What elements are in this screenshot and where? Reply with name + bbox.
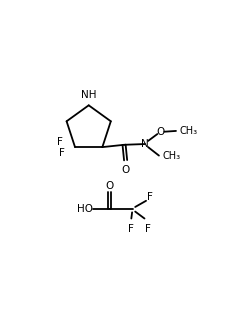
Text: O: O xyxy=(105,181,113,191)
Text: O: O xyxy=(121,165,129,175)
Text: NH: NH xyxy=(81,90,96,100)
Text: HO: HO xyxy=(76,204,92,214)
Text: N: N xyxy=(140,139,148,149)
Text: CH₃: CH₃ xyxy=(161,151,179,161)
Text: CH₃: CH₃ xyxy=(178,126,196,136)
Text: F: F xyxy=(127,223,133,233)
Text: F: F xyxy=(59,148,65,158)
Text: F: F xyxy=(56,137,62,147)
Text: F: F xyxy=(146,192,152,202)
Text: F: F xyxy=(145,223,151,233)
Text: O: O xyxy=(156,127,164,137)
